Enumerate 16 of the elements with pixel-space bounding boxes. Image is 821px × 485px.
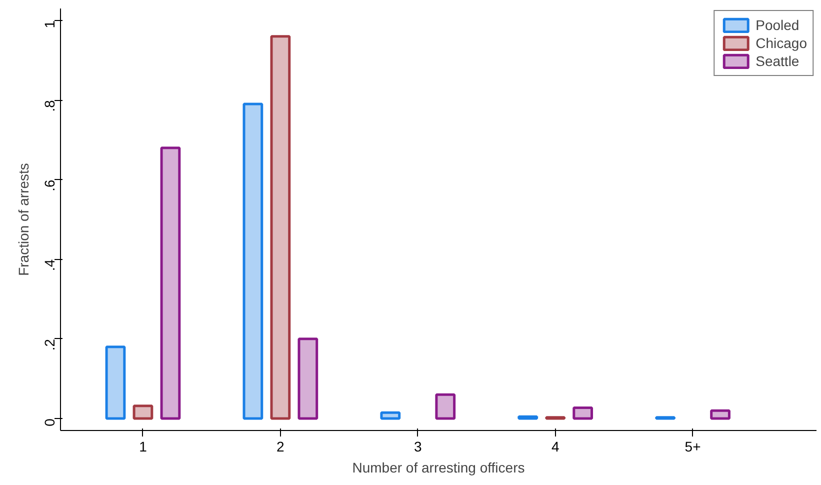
x-axis-title: Number of arresting officers <box>352 460 525 476</box>
y-tick-label: .8 <box>42 100 58 112</box>
legend-label: Pooled <box>756 17 800 33</box>
y-tick-label: .6 <box>42 179 58 192</box>
x-tick-label: 4 <box>551 438 560 454</box>
x-tick-label: 5+ <box>684 438 701 454</box>
x-tick-label: 1 <box>139 438 148 454</box>
legend-label: Chicago <box>756 35 807 51</box>
y-tick-label: .2 <box>42 338 58 351</box>
y-tick-label: 1 <box>42 20 58 28</box>
y-tick-label: 0 <box>42 418 58 426</box>
x-tick-label: 3 <box>414 438 422 454</box>
y-axis-title: Fraction of arrests <box>16 163 32 276</box>
x-tick-label: 2 <box>276 438 285 454</box>
legend-label: Seattle <box>756 53 800 69</box>
y-tick-label: .4 <box>42 259 58 271</box>
